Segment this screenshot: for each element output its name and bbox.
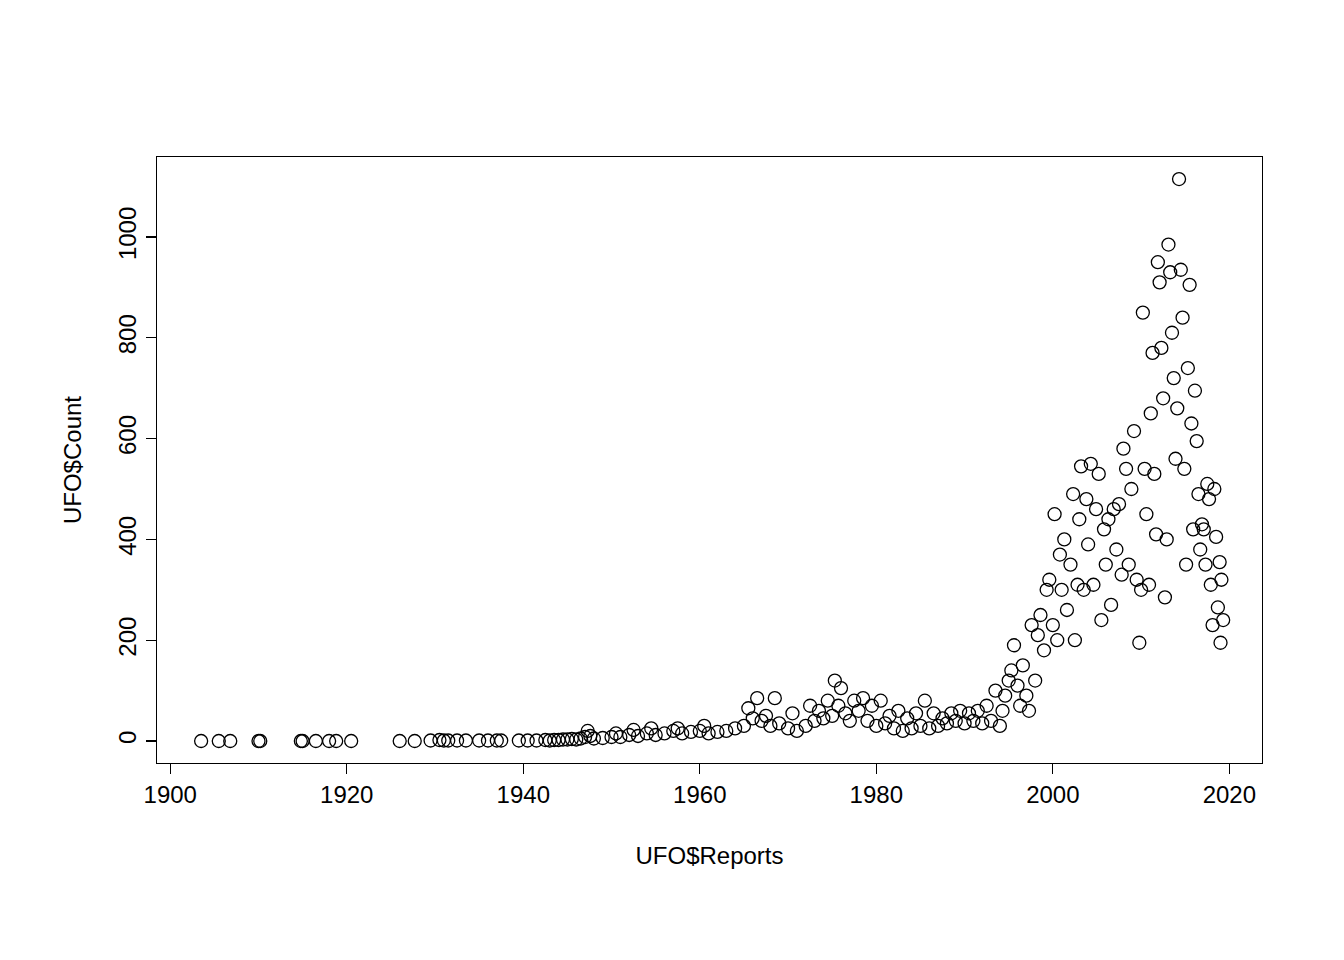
svg-text:800: 800: [114, 314, 141, 354]
svg-text:1900: 1900: [144, 781, 197, 808]
svg-text:1920: 1920: [320, 781, 373, 808]
svg-text:600: 600: [114, 415, 141, 455]
svg-text:200: 200: [114, 617, 141, 657]
svg-text:UFO$Count: UFO$Count: [59, 396, 86, 524]
svg-text:UFO$Reports: UFO$Reports: [635, 842, 783, 869]
svg-text:2000: 2000: [1026, 781, 1079, 808]
svg-text:1940: 1940: [497, 781, 550, 808]
svg-text:400: 400: [114, 516, 141, 556]
svg-text:1960: 1960: [673, 781, 726, 808]
svg-text:2020: 2020: [1203, 781, 1256, 808]
svg-text:0: 0: [114, 731, 141, 744]
svg-text:1000: 1000: [114, 207, 141, 260]
svg-text:1980: 1980: [850, 781, 903, 808]
